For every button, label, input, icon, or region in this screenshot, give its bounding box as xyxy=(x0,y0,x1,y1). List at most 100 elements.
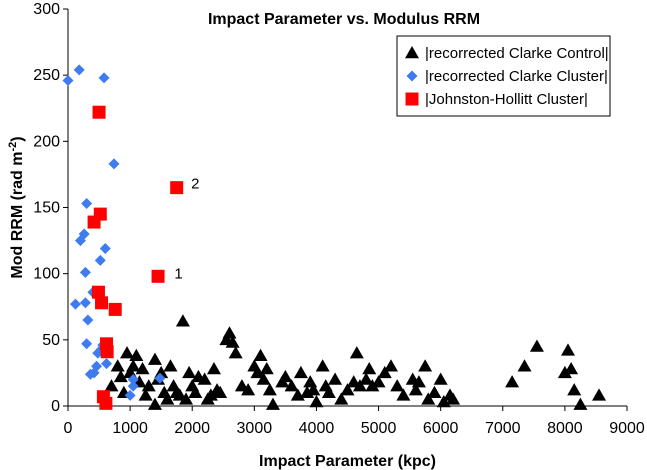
data-point-triangle xyxy=(141,379,156,392)
data-point-triangle xyxy=(306,383,321,396)
legend-marker-triangle xyxy=(405,46,419,59)
legend: |recorrected Clarke Control| |recorrected… xyxy=(396,35,611,117)
x-tick-label: 5000 xyxy=(361,420,397,437)
data-point-triangle xyxy=(411,375,426,388)
data-point-triangle xyxy=(334,392,349,405)
data-point-triangle xyxy=(147,397,162,410)
data-point-diamond xyxy=(81,198,93,210)
data-point-triangle xyxy=(433,372,448,385)
data-point-diamond xyxy=(79,297,91,309)
legend-label: |Johnston-Hollitt Cluster| xyxy=(425,91,588,108)
data-point-triangle xyxy=(262,383,277,396)
data-point-triangle xyxy=(135,361,150,375)
data-point-triangle xyxy=(340,383,355,396)
data-point-diamond xyxy=(101,358,113,370)
data-point-diamond xyxy=(127,374,139,386)
data-point-triangle xyxy=(256,372,271,385)
data-point-triangle xyxy=(160,392,175,405)
data-point-triangle xyxy=(104,379,119,392)
chart-title: Impact Parameter vs. Modulus RRM xyxy=(208,11,480,28)
data-point-triangle xyxy=(120,346,135,359)
x-tick-label: 3000 xyxy=(237,420,273,437)
data-point-diamond xyxy=(69,298,81,310)
data-point-triangle xyxy=(250,365,265,379)
point-annotation: 2 xyxy=(191,176,199,193)
data-point-triangle xyxy=(390,379,405,392)
x-tick-labels: 0 1000 2000 3000 4000 5000 6000 7000 8000 9000 xyxy=(64,406,645,437)
data-point-triangle xyxy=(129,348,144,361)
data-point-diamond xyxy=(78,228,90,240)
data-point-diamond xyxy=(91,360,103,372)
y-tick-label: 0 xyxy=(51,398,60,415)
data-point-diamond xyxy=(81,338,93,350)
data-point-triangle xyxy=(505,375,520,388)
data-point-square xyxy=(92,105,106,119)
data-point-square xyxy=(91,285,105,299)
y-axis-label-superscript: -2 xyxy=(7,142,19,152)
y-tick-label: 50 xyxy=(42,332,60,349)
data-point-triangle xyxy=(293,365,308,379)
y-axis-label-main: Mod RRM (rad m xyxy=(9,152,26,279)
y-tick-label: 100 xyxy=(33,266,60,283)
data-point-square xyxy=(170,181,184,195)
data-point-square xyxy=(100,345,114,359)
data-point-triangle xyxy=(241,383,256,396)
data-point-triangle xyxy=(147,352,162,365)
legend-marker-square xyxy=(405,92,419,106)
data-point-diamond xyxy=(99,243,111,255)
data-point-triangle xyxy=(126,359,141,372)
data-point-triangle xyxy=(517,359,532,372)
data-point-triangle xyxy=(408,383,423,396)
data-point-triangle xyxy=(113,369,128,383)
data-point-triangle xyxy=(529,339,544,352)
data-point-triangle xyxy=(557,365,572,379)
x-tick-label: 2000 xyxy=(174,420,210,437)
x-tick-label: 1000 xyxy=(112,420,148,437)
data-point-triangle xyxy=(592,388,607,401)
data-point-diamond xyxy=(154,372,166,384)
legend-marker-diamond xyxy=(406,70,418,82)
x-tick-label: 4000 xyxy=(299,420,335,437)
y-axis-label-tail: ) xyxy=(9,136,26,141)
y-axis-label: Mod RRM (rad m-2) xyxy=(7,136,26,278)
data-point-triangle xyxy=(396,388,411,401)
data-point-triangle xyxy=(359,372,374,385)
data-point-triangle xyxy=(383,359,398,372)
data-point-diamond xyxy=(79,266,91,278)
data-point-triangle xyxy=(309,395,324,408)
data-point-triangle xyxy=(321,385,336,399)
data-point-triangle xyxy=(110,359,125,372)
data-point-triangle xyxy=(328,372,343,385)
data-point-diamond xyxy=(82,314,94,326)
data-point-triangle xyxy=(278,369,293,383)
x-axis-label: Impact Parameter (kpc) xyxy=(259,453,436,470)
data-point-square xyxy=(108,302,122,316)
data-point-diamond xyxy=(98,72,110,84)
data-point-diamond xyxy=(94,254,106,266)
series-square xyxy=(87,105,184,410)
data-point-diamond xyxy=(124,389,136,401)
data-point-diamond xyxy=(62,74,74,86)
data-point-triangle xyxy=(352,379,367,392)
x-tick-label: 7000 xyxy=(485,420,521,437)
data-point-triangle xyxy=(560,343,575,356)
data-point-triangle xyxy=(427,385,442,399)
data-point-triangle xyxy=(182,365,197,379)
point-annotation: 1 xyxy=(174,266,182,283)
data-point-triangle xyxy=(213,385,228,399)
data-point-triangle xyxy=(206,361,221,375)
y-tick-label: 200 xyxy=(33,133,60,150)
data-point-square xyxy=(95,296,109,310)
data-point-triangle xyxy=(253,348,268,361)
data-point-triangle xyxy=(284,379,299,392)
data-points xyxy=(62,64,607,410)
data-point-triangle xyxy=(138,388,153,401)
data-point-triangle xyxy=(259,361,274,375)
y-tick-labels: 0 50 100 150 200 250 300 xyxy=(33,1,68,415)
data-point-triangle xyxy=(163,359,178,372)
legend-label: |recorrected Clarke Control| xyxy=(425,45,609,62)
data-point-triangle xyxy=(421,392,436,405)
data-point-triangle xyxy=(197,372,212,385)
data-point-triangle xyxy=(315,359,330,372)
data-point-triangle xyxy=(567,383,582,396)
